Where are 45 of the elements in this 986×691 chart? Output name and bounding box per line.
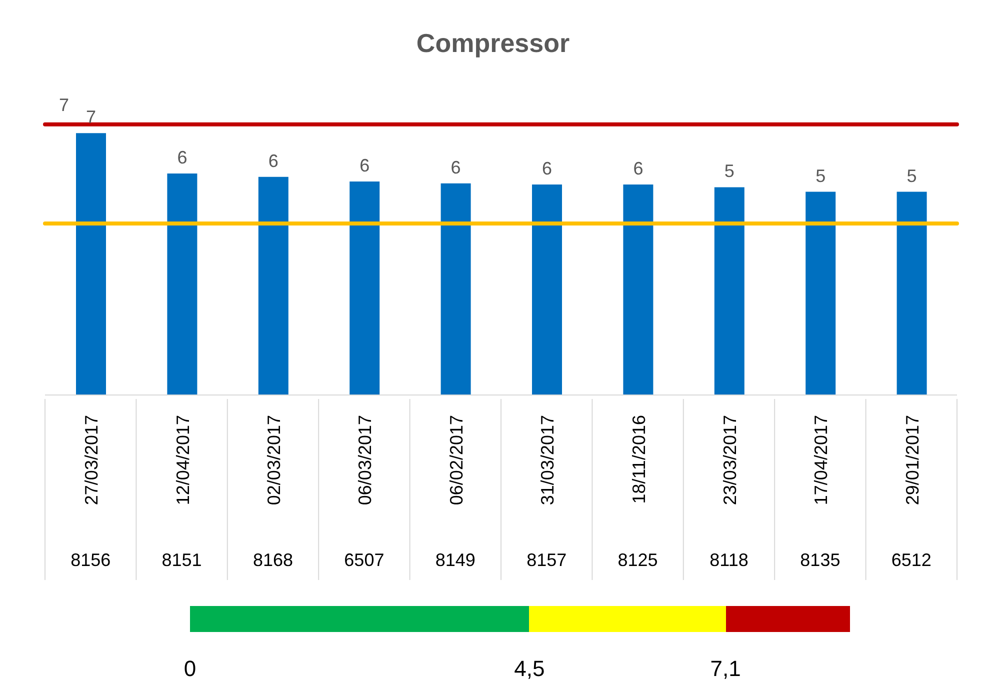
data-label: 6: [360, 156, 370, 176]
x-tick-label: 06/03/2017: [355, 415, 376, 506]
bar: [350, 182, 380, 395]
text: 4,5: [513, 656, 546, 682]
data-label: 5: [816, 166, 826, 186]
x-tick-label: 17/04/2017: [811, 415, 832, 506]
text: 8135: [800, 550, 840, 570]
data-label: 6: [268, 150, 278, 171]
x-tick-label: 12/04/2017: [172, 415, 193, 506]
text: 8151: [162, 550, 202, 570]
x-tick-label: 27/03/2017: [82, 415, 102, 506]
data-label: 6: [542, 158, 552, 179]
x-tick-label: 31/03/2017: [538, 415, 558, 506]
text: 8157: [526, 550, 567, 570]
bar: [806, 192, 836, 395]
data-label: 7: [86, 107, 96, 128]
bar: [896, 192, 927, 395]
text: 8125: [618, 550, 658, 570]
data-label: 6: [177, 147, 188, 168]
text: 0: [182, 656, 198, 682]
x-tick-label: 23/03/2017: [720, 415, 740, 506]
x-tick-label: 29/01/2017: [902, 415, 922, 506]
bar: [76, 133, 106, 395]
text: 8156: [70, 550, 111, 570]
data-label: 6: [450, 157, 461, 178]
bar: [440, 183, 471, 395]
bar: [167, 173, 198, 395]
x-tick-label: 02/03/2017: [264, 415, 284, 506]
text: 8149: [435, 550, 476, 570]
x-tick-label: 06/02/2017: [446, 415, 466, 506]
bar: [623, 184, 654, 395]
bar: [258, 176, 288, 395]
text: 7,1: [709, 656, 742, 682]
data-label: 5: [906, 166, 917, 186]
data-label: 6: [633, 158, 644, 179]
bar: [532, 184, 562, 395]
bar: [714, 187, 744, 395]
ref-line-label: 7: [59, 95, 70, 116]
data-label: 5: [724, 161, 734, 182]
x-tick-label: 18/11/2016: [628, 415, 649, 504]
text: 8118: [710, 550, 748, 570]
text: 8168: [252, 550, 294, 570]
text: 6512: [891, 550, 932, 570]
text: 6507: [344, 550, 384, 570]
chart-title: Compressor: [415, 28, 571, 59]
